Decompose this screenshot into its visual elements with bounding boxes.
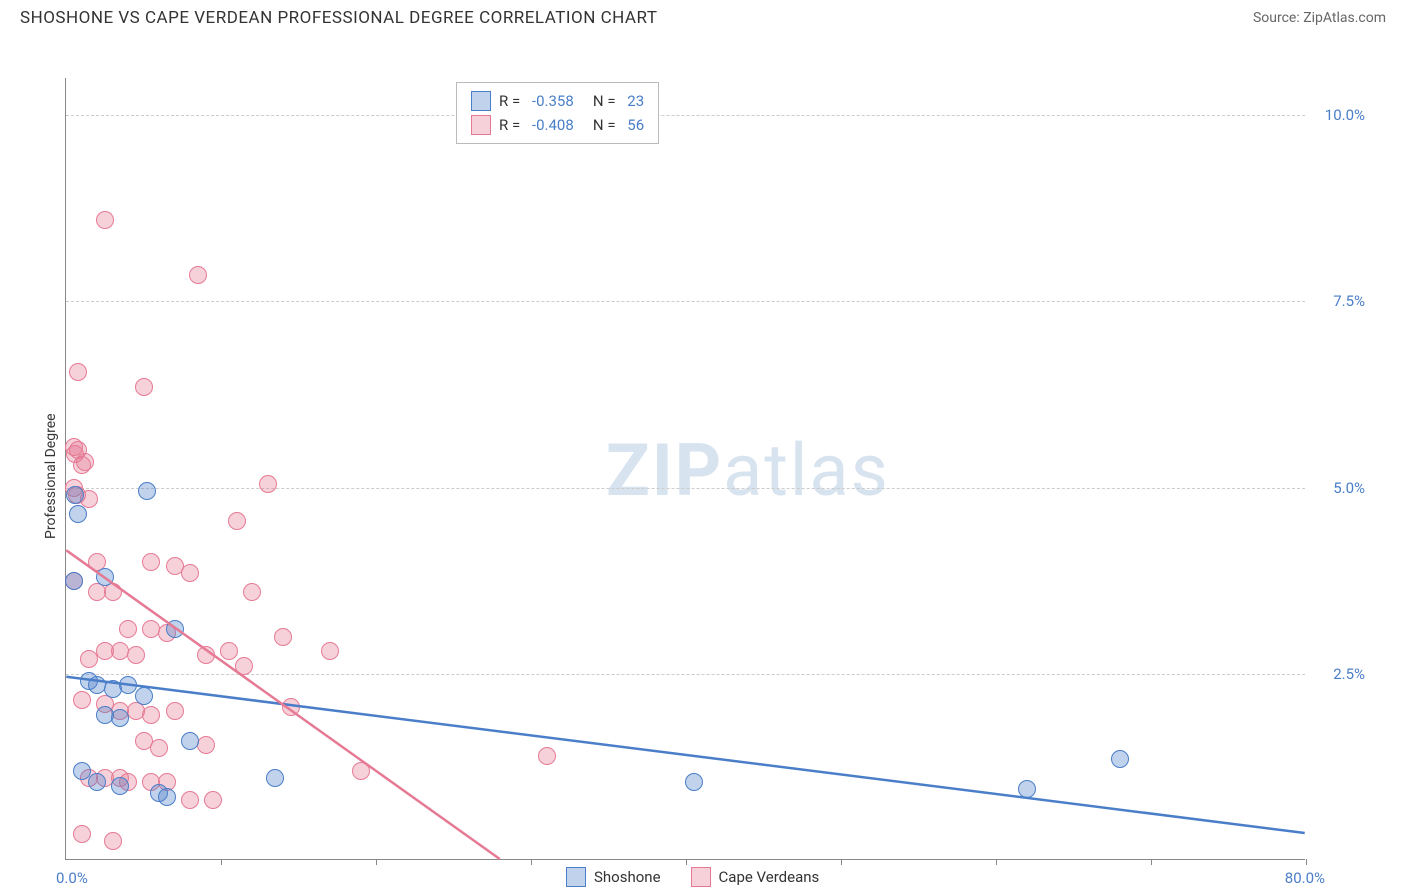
data-point (73, 762, 91, 780)
data-point (352, 762, 370, 780)
y-tick-label: 10.0% (1325, 106, 1365, 124)
y-tick-label: 5.0% (1333, 479, 1365, 497)
legend-label-shoshone: Shoshone (594, 868, 661, 886)
data-point (73, 456, 91, 474)
y-axis-label: Professional Degree (43, 413, 59, 539)
legend-r-label: R = (499, 92, 524, 110)
legend-item-shoshone: Shoshone (566, 867, 661, 887)
legend-n-value-shoshone: 23 (627, 92, 644, 110)
x-tick (1151, 859, 1152, 865)
legend-swatch-capeverdeans (471, 115, 491, 135)
legend-label-capeverdeans: Cape Verdeans (719, 868, 820, 886)
y-tick-label: 7.5% (1333, 292, 1365, 310)
data-point (158, 788, 176, 806)
data-point (243, 583, 261, 601)
legend-row-shoshone: R = -0.358 N = 23 (471, 89, 644, 113)
data-point (127, 646, 145, 664)
data-point (96, 568, 114, 586)
data-point (266, 769, 284, 787)
data-point (181, 791, 199, 809)
data-point (685, 773, 703, 791)
legend-r-value-shoshone: -0.358 (532, 92, 574, 110)
data-point (181, 564, 199, 582)
data-point (135, 687, 153, 705)
source-attribution: Source: ZipAtlas.com (1253, 10, 1386, 26)
legend-swatch-shoshone (566, 867, 586, 887)
data-point (321, 642, 339, 660)
data-point (150, 739, 168, 757)
plot-area: ZIPatlas 0.0% 80.0% R = -0.358 N = 23 R … (65, 78, 1305, 860)
data-point (142, 553, 160, 571)
data-point (142, 706, 160, 724)
x-tick (221, 859, 222, 865)
data-point (73, 825, 91, 843)
legend-n-label: N = (582, 92, 620, 110)
data-point (181, 732, 199, 750)
legend-n-value-capeverdeans: 56 (627, 116, 644, 134)
legend-swatch-shoshone (471, 91, 491, 111)
data-point (538, 747, 556, 765)
chart-title: SHOSHONE VS CAPE VERDEAN PROFESSIONAL DE… (20, 8, 657, 28)
data-point (73, 691, 91, 709)
data-point (189, 266, 207, 284)
series-legend: Shoshone Cape Verdeans (566, 867, 819, 887)
data-point (66, 486, 84, 504)
x-axis-min-label: 0.0% (56, 869, 88, 887)
data-point (111, 709, 129, 727)
legend-r-value-capeverdeans: -0.408 (532, 116, 574, 134)
legend-item-capeverdeans: Cape Verdeans (691, 867, 820, 887)
x-tick (996, 859, 997, 865)
marker-layer (66, 78, 1305, 859)
data-point (138, 482, 156, 500)
data-point (119, 676, 137, 694)
x-tick (686, 859, 687, 865)
data-point (220, 642, 238, 660)
x-tick (1306, 859, 1307, 865)
data-point (88, 773, 106, 791)
x-tick (376, 859, 377, 865)
data-point (119, 620, 137, 638)
data-point (274, 628, 292, 646)
correlation-legend: R = -0.358 N = 23 R = -0.408 N = 56 (456, 82, 659, 144)
data-point (1111, 750, 1129, 768)
data-point (69, 505, 87, 523)
data-point (111, 777, 129, 795)
x-tick (841, 859, 842, 865)
data-point (135, 378, 153, 396)
legend-swatch-capeverdeans (691, 867, 711, 887)
data-point (235, 657, 253, 675)
x-axis-max-label: 80.0% (1285, 869, 1325, 887)
data-point (197, 736, 215, 754)
data-point (1018, 780, 1036, 798)
legend-n-label: N = (582, 116, 620, 134)
data-point (104, 832, 122, 850)
data-point (69, 363, 87, 381)
legend-row-capeverdeans: R = -0.408 N = 56 (471, 113, 644, 137)
x-tick (531, 859, 532, 865)
data-point (228, 512, 246, 530)
data-point (197, 646, 215, 664)
data-point (204, 791, 222, 809)
data-point (166, 702, 184, 720)
data-point (166, 620, 184, 638)
data-point (65, 572, 83, 590)
y-tick-label: 2.5% (1333, 665, 1365, 683)
data-point (96, 211, 114, 229)
data-point (282, 698, 300, 716)
legend-r-label: R = (499, 116, 524, 134)
data-point (259, 475, 277, 493)
